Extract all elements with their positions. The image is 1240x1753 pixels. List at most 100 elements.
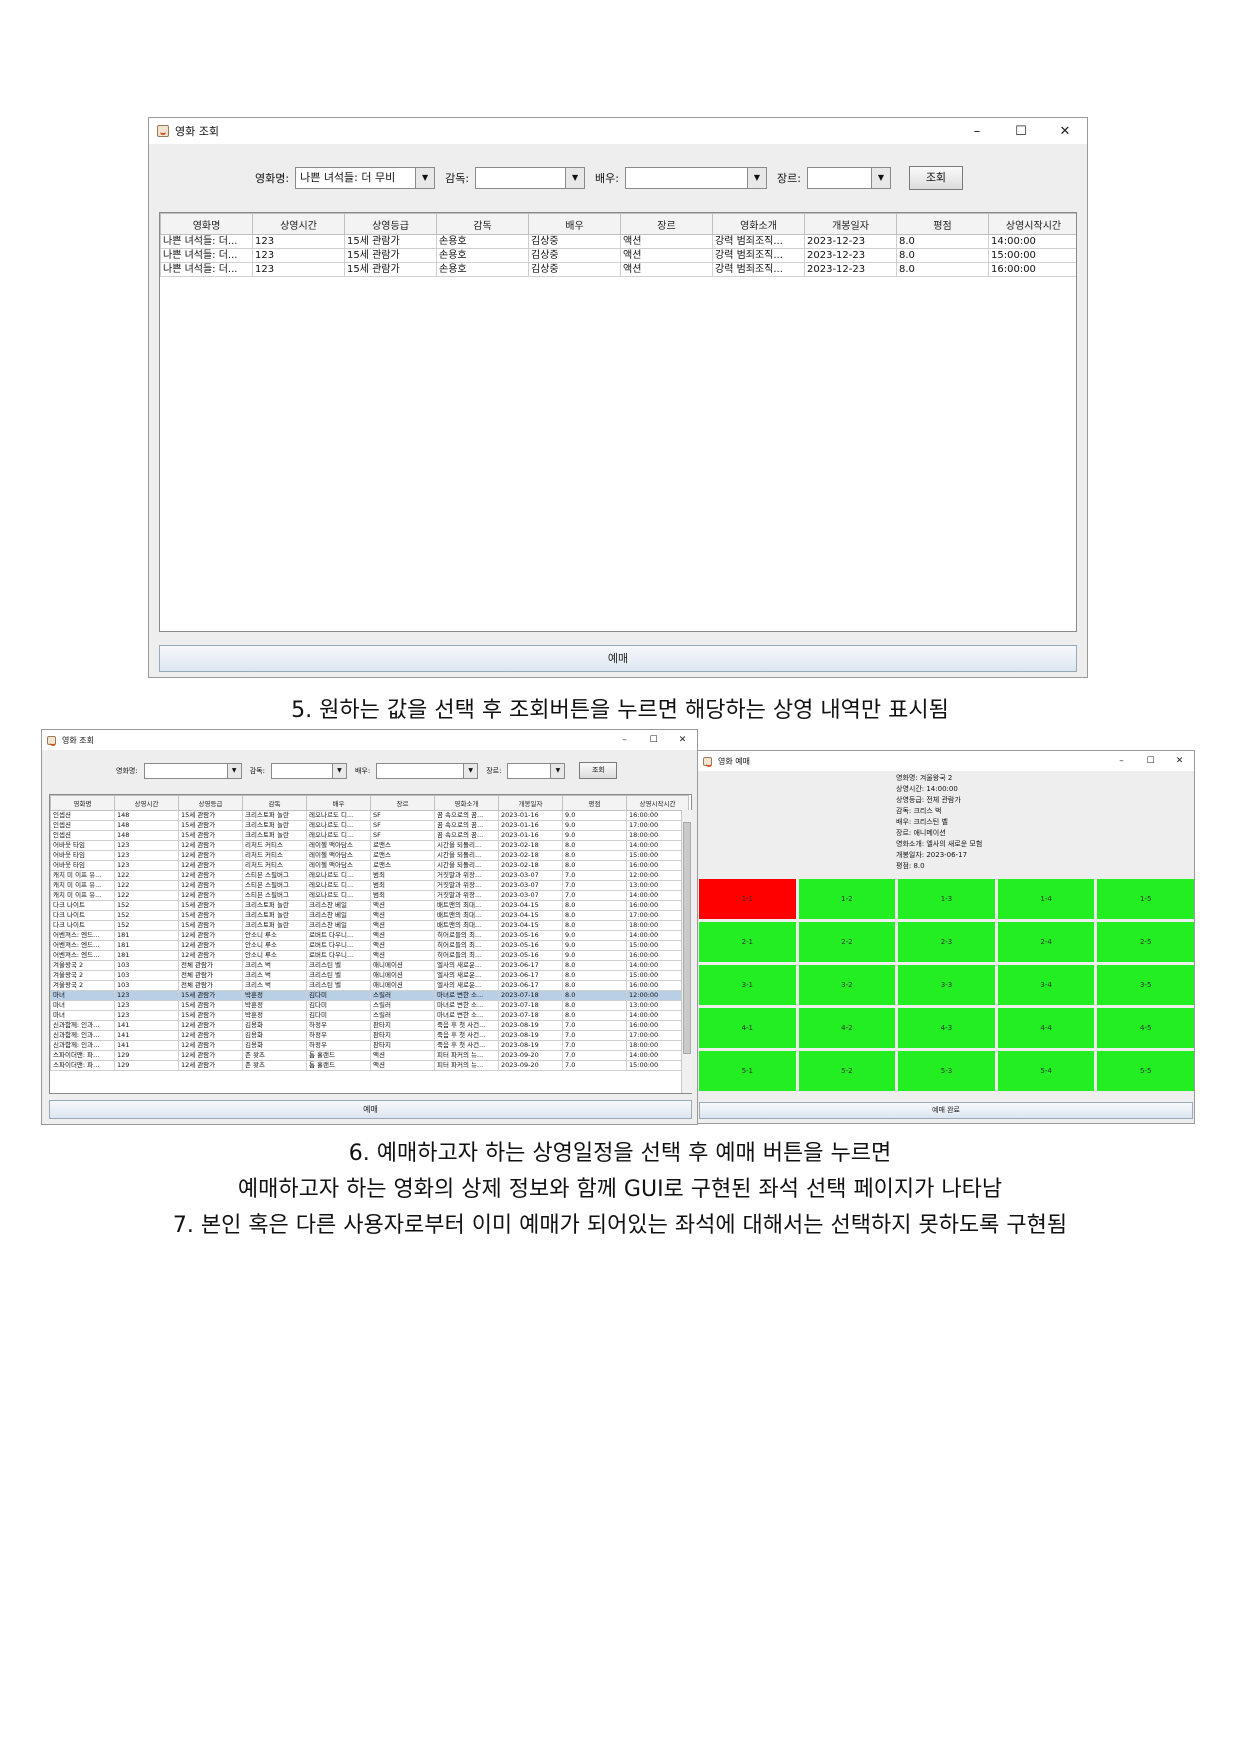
close-icon[interactable]: ✕ [1059,123,1071,139]
seat-button[interactable]: 4-4 [997,1008,1095,1048]
table-row[interactable]: 인셉션 148 15세 관람가 크리스토퍼 놀란 레오나르도 디... SF 꿈 속으로의 … [50,820,689,831]
seat-button[interactable]: 3-4 [997,965,1095,1005]
column-header[interactable]: 영화소개 [434,795,499,811]
table-row[interactable]: 겨울왕국 2 103 전체 관람가 크리스 벅 크리스틴 벨 애니메이션 엘사의 새로운..… [50,960,689,971]
seat-button[interactable]: 5-1 [699,1051,796,1091]
reserve-button[interactable]: 예매 [159,645,1077,672]
column-header[interactable]: 상영시작시간 [988,213,1076,235]
table-row[interactable]: 신과함께: 인과... 141 12세 관람가 김용화 하정우 판타지 죽음 후 첫 사건.… [50,1030,689,1041]
table-row[interactable]: 어바웃 타임 123 12세 관람가 리처드 커티스 레이첼 맥아담스 로맨스 시간을 되돌… [50,850,689,861]
column-header[interactable]: 상영등급 [344,213,437,235]
table-row[interactable]: 마녀 123 15세 관람가 박훈정 김다미 스릴러 마녀로 변한 소... 2023-07-… [50,1010,689,1021]
search-button[interactable]: 조회 [579,762,618,779]
table-row[interactable]: 다크 나이트 152 15세 관람가 크리스토퍼 놀란 크리스찬 베일 액션 배트맨의 최대… [50,910,689,921]
movie-select[interactable]: ▼ [143,762,242,779]
seat-button[interactable]: 2-3 [898,922,995,962]
column-header[interactable]: 개봉일자 [498,795,563,811]
column-header[interactable]: 영화명 [160,213,253,235]
seat-button[interactable]: 4-3 [898,1008,995,1048]
column-header[interactable]: 상영시간 [114,795,179,811]
maximize-icon[interactable]: ☐ [649,735,658,745]
seat-button[interactable]: 5-2 [798,1051,896,1091]
close-icon[interactable]: ✕ [1175,756,1184,766]
seat-button[interactable]: 3-2 [798,965,896,1005]
table-row[interactable]: 신과함께: 인과... 141 12세 관람가 김용화 하정우 판타지 죽음 후 첫 사건.… [50,1020,689,1031]
seat-button[interactable]: 3-3 [898,965,995,1005]
seat-button[interactable]: 4-1 [699,1008,796,1048]
seat-button[interactable]: 5-4 [997,1051,1095,1091]
table-row[interactable]: 겨울왕국 2 103 전체 관람가 크리스 벅 크리스틴 벨 애니메이션 엘사의 새로운..… [50,980,689,991]
column-header[interactable]: 장르 [370,795,435,811]
table-row[interactable]: 다크 나이트 152 15세 관람가 크리스토퍼 놀란 크리스찬 베일 액션 배트맨의 최대… [50,920,689,931]
column-header[interactable]: 상영시작시간 [626,795,689,811]
table-row[interactable]: 어벤져스: 엔드... 181 12세 관람가 안소니 루소 로버트 다우니... 액션 히… [50,940,689,951]
chevron-down-icon[interactable]: ▼ [463,763,478,778]
seat-button[interactable]: 1-2 [798,879,896,919]
reserve-button[interactable]: 예매 [49,1100,692,1119]
column-header[interactable]: 장르 [620,213,713,235]
column-header[interactable]: 배우 [306,795,371,811]
table-row[interactable]: 신과함께: 인과... 141 12세 관람가 김용화 하정우 판타지 죽음 후 첫 사건.… [50,1040,689,1051]
seat-button[interactable]: 4-5 [1097,1008,1194,1048]
seat-button[interactable]: 2-2 [798,922,896,962]
table-row[interactable]: 인셉션 148 15세 관람가 크리스토퍼 놀란 레오나르도 디... SF 꿈 속으로의 … [50,830,689,841]
table-row[interactable]: 어벤져스: 엔드... 181 12세 관람가 안소니 루소 로버트 다우니... 액션 히… [50,950,689,961]
table-row[interactable]: 나쁜 녀석들: 더... 123 15세 관람가 손용호 김상중 액션 강력 범죄조직...… [160,262,1076,277]
column-header[interactable]: 감독 [242,795,307,811]
table-row[interactable]: 어바웃 타임 123 12세 관람가 리처드 커티스 레이첼 맥아담스 로맨스 시간을 되돌… [50,840,689,851]
minimize-icon[interactable]: – [973,123,981,139]
table-row[interactable]: 인셉션 148 15세 관람가 크리스토퍼 놀란 레오나르도 디... SF 꿈 속으로의 … [50,810,689,821]
seat-button[interactable]: 2-1 [699,922,796,962]
actor-select[interactable]: ▼ [376,762,479,779]
table-row[interactable]: 스파이더맨: 파... 129 12세 관람가 존 왓츠 톰 홀랜드 액션 피터 파커의 뉴… [50,1050,689,1061]
chevron-down-icon[interactable]: ▼ [415,168,435,188]
search-button[interactable]: 조회 [908,166,963,190]
column-header[interactable]: 상영등급 [178,795,243,811]
table-row[interactable]: 다크 나이트 152 15세 관람가 크리스토퍼 놀란 크리스찬 베일 액션 배트맨의 최대… [50,900,689,911]
table-row[interactable]: 겨울왕국 2 103 전체 관람가 크리스 벅 크리스틴 벨 애니메이션 엘사의 새로운..… [50,970,689,981]
director-select[interactable]: ▼ [475,167,586,189]
table-row[interactable]: 캐치 미 이프 유... 122 12세 관람가 스티븐 스필버그 레오나르도 디...… [50,890,689,901]
seat-button[interactable]: 1-3 [898,879,995,919]
seat-button[interactable]: 2-5 [1097,922,1194,962]
column-header[interactable]: 영화소개 [712,213,805,235]
reservation-complete-button[interactable]: 예매 완료 [699,1102,1193,1119]
actor-select[interactable]: ▼ [624,167,767,189]
maximize-icon[interactable]: ☐ [1015,123,1027,139]
schedule-table[interactable]: 영화명 상영시간 상영등급 감독 배우 장르 영화소개 개봉일자 평점 상영시작시간 나쁜 녀석들:… [159,212,1077,632]
seat-button[interactable]: 1-5 [1097,879,1194,919]
chevron-down-icon[interactable]: ▼ [565,168,585,188]
chevron-down-icon[interactable]: ▼ [226,763,241,778]
chevron-down-icon[interactable]: ▼ [550,763,565,778]
chevron-down-icon[interactable]: ▼ [746,168,766,188]
column-header[interactable]: 평점 [562,795,627,811]
minimize-icon[interactable]: – [1119,756,1124,766]
seat-button[interactable]: 1-4 [997,879,1095,919]
table-row[interactable]: 마녀 123 15세 관람가 박훈정 김다미 스릴러 마녀로 변한 소... 2023-07-… [50,990,689,1001]
movie-select[interactable]: 나쁜 녀석들: 더 무비 ▼ [295,167,436,189]
minimize-icon[interactable]: – [622,735,627,745]
chevron-down-icon[interactable]: ▼ [870,168,890,188]
column-header[interactable]: 개봉일자 [804,213,897,235]
column-header[interactable]: 감독 [436,213,529,235]
table-row[interactable]: 어바웃 타임 123 12세 관람가 리처드 커티스 레이첼 맥아담스 로맨스 시간을 되돌… [50,860,689,871]
column-header[interactable]: 배우 [528,213,621,235]
seat-button[interactable]: 2-4 [997,922,1095,962]
table-row[interactable]: 캐치 미 이프 유... 122 12세 관람가 스티븐 스필버그 레오나르도 디...… [50,870,689,881]
column-header[interactable]: 영화명 [50,795,115,811]
table-row[interactable]: 나쁜 녀석들: 더... 123 15세 관람가 손용호 김상중 액션 강력 범죄조직...… [160,248,1076,263]
scrollbar-thumb[interactable] [683,822,691,1054]
table-row[interactable]: 캐치 미 이프 유... 122 12세 관람가 스티븐 스필버그 레오나르도 디...… [50,880,689,891]
chevron-down-icon[interactable]: ▼ [331,763,346,778]
table-row[interactable]: 마녀 123 15세 관람가 박훈정 김다미 스릴러 마녀로 변한 소... 2023-07-… [50,1000,689,1011]
maximize-icon[interactable]: ☐ [1146,756,1155,766]
column-header[interactable]: 상영시간 [252,213,345,235]
table-row[interactable]: 스파이더맨: 파... 129 12세 관람가 존 왓츠 톰 홀랜드 액션 피터 파커의 뉴… [50,1060,689,1071]
table-row[interactable]: 어벤져스: 엔드... 181 12세 관람가 안소니 루소 로버트 다우니... 액션 히… [50,930,689,941]
schedule-table[interactable]: 영화명 상영시간 상영등급 감독 배우 장르 영화소개 개봉일자 평점 상영시작시간 인셉션 148 1… [49,794,692,1094]
director-select[interactable]: ▼ [270,762,347,779]
seat-button[interactable]: 3-5 [1097,965,1194,1005]
close-icon[interactable]: ✕ [678,735,687,745]
seat-button[interactable]: 5-3 [898,1051,995,1091]
table-scrollbar[interactable] [681,810,692,1093]
